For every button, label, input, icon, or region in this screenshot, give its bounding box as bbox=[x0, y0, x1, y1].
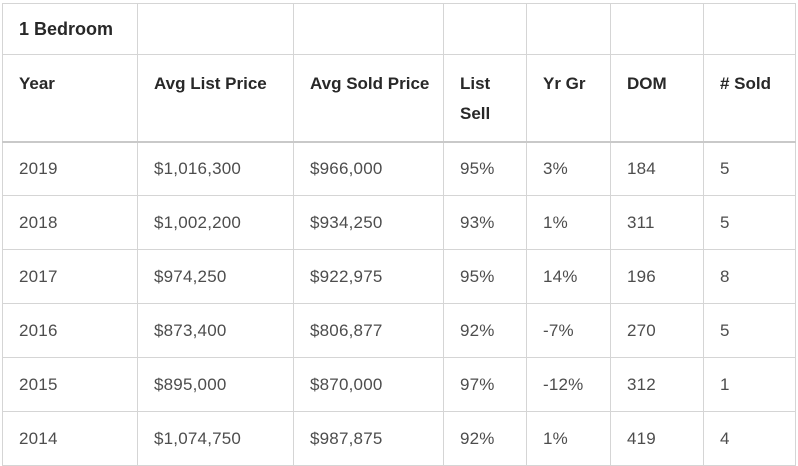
table-row-2018: 2018 $1,002,200 $934,250 93% 1% 311 5 bbox=[2, 195, 796, 250]
table-row-2015: 2015 $895,000 $870,000 97% -12% 312 1 bbox=[2, 357, 796, 412]
cell-num-sold: 5 bbox=[703, 141, 796, 196]
cell-yr-gr: 1% bbox=[526, 195, 611, 250]
empty-cell bbox=[443, 3, 527, 55]
cell-avg-sold-price: $922,975 bbox=[293, 249, 444, 304]
column-header-avg-list-price: Avg List Price bbox=[137, 54, 294, 143]
cell-avg-list-price: $1,074,750 bbox=[137, 411, 294, 466]
cell-year: 2017 bbox=[2, 249, 138, 304]
table-row-2019: 2019 $1,016,300 $966,000 95% 3% 184 5 bbox=[2, 141, 796, 196]
cell-avg-list-price: $1,002,200 bbox=[137, 195, 294, 250]
table-row-2016: 2016 $873,400 $806,877 92% -7% 270 5 bbox=[2, 303, 796, 358]
cell-avg-sold-price: $966,000 bbox=[293, 141, 444, 196]
table-row-2017: 2017 $974,250 $922,975 95% 14% 196 8 bbox=[2, 249, 796, 304]
cell-list-sell: 92% bbox=[443, 411, 527, 466]
cell-num-sold: 1 bbox=[703, 357, 796, 412]
cell-avg-sold-price: $870,000 bbox=[293, 357, 444, 412]
cell-dom: 312 bbox=[610, 357, 704, 412]
table-row-2014: 2014 $1,074,750 $987,875 92% 1% 419 4 bbox=[2, 411, 796, 466]
cell-year: 2015 bbox=[2, 357, 138, 412]
cell-list-sell: 97% bbox=[443, 357, 527, 412]
column-header-list-sell: List Sell bbox=[443, 54, 527, 143]
cell-avg-list-price: $895,000 bbox=[137, 357, 294, 412]
cell-list-sell: 95% bbox=[443, 249, 527, 304]
table-header-row: Year Avg List Price Avg Sold Price List … bbox=[2, 54, 796, 143]
empty-cell bbox=[137, 3, 294, 55]
cell-avg-sold-price: $806,877 bbox=[293, 303, 444, 358]
cell-year: 2019 bbox=[2, 141, 138, 196]
cell-dom: 196 bbox=[610, 249, 704, 304]
empty-cell bbox=[293, 3, 444, 55]
cell-avg-list-price: $873,400 bbox=[137, 303, 294, 358]
cell-year: 2014 bbox=[2, 411, 138, 466]
cell-year: 2016 bbox=[2, 303, 138, 358]
cell-num-sold: 4 bbox=[703, 411, 796, 466]
cell-yr-gr: 1% bbox=[526, 411, 611, 466]
cell-dom: 270 bbox=[610, 303, 704, 358]
empty-cell bbox=[526, 3, 611, 55]
cell-avg-list-price: $974,250 bbox=[137, 249, 294, 304]
cell-num-sold: 8 bbox=[703, 249, 796, 304]
cell-list-sell: 92% bbox=[443, 303, 527, 358]
empty-cell bbox=[610, 3, 704, 55]
empty-cell bbox=[703, 3, 796, 55]
column-header-dom: DOM bbox=[610, 54, 704, 143]
cell-yr-gr: 3% bbox=[526, 141, 611, 196]
cell-list-sell: 95% bbox=[443, 141, 527, 196]
cell-dom: 184 bbox=[610, 141, 704, 196]
cell-dom: 311 bbox=[610, 195, 704, 250]
cell-list-sell: 93% bbox=[443, 195, 527, 250]
cell-dom: 419 bbox=[610, 411, 704, 466]
cell-yr-gr: -12% bbox=[526, 357, 611, 412]
cell-avg-sold-price: $934,250 bbox=[293, 195, 444, 250]
table-title-row: 1 Bedroom bbox=[2, 3, 796, 55]
cell-num-sold: 5 bbox=[703, 303, 796, 358]
column-header-num-sold: # Sold bbox=[703, 54, 796, 143]
cell-year: 2018 bbox=[2, 195, 138, 250]
column-header-yr-gr: Yr Gr bbox=[526, 54, 611, 143]
column-header-avg-sold-price: Avg Sold Price bbox=[293, 54, 444, 143]
cell-num-sold: 5 bbox=[703, 195, 796, 250]
column-header-year: Year bbox=[2, 54, 138, 143]
cell-avg-sold-price: $987,875 bbox=[293, 411, 444, 466]
bedroom-stats-table: 1 Bedroom Year Avg List Price Avg Sold P… bbox=[2, 3, 796, 466]
table-title: 1 Bedroom bbox=[2, 3, 138, 55]
cell-yr-gr: -7% bbox=[526, 303, 611, 358]
cell-yr-gr: 14% bbox=[526, 249, 611, 304]
cell-avg-list-price: $1,016,300 bbox=[137, 141, 294, 196]
